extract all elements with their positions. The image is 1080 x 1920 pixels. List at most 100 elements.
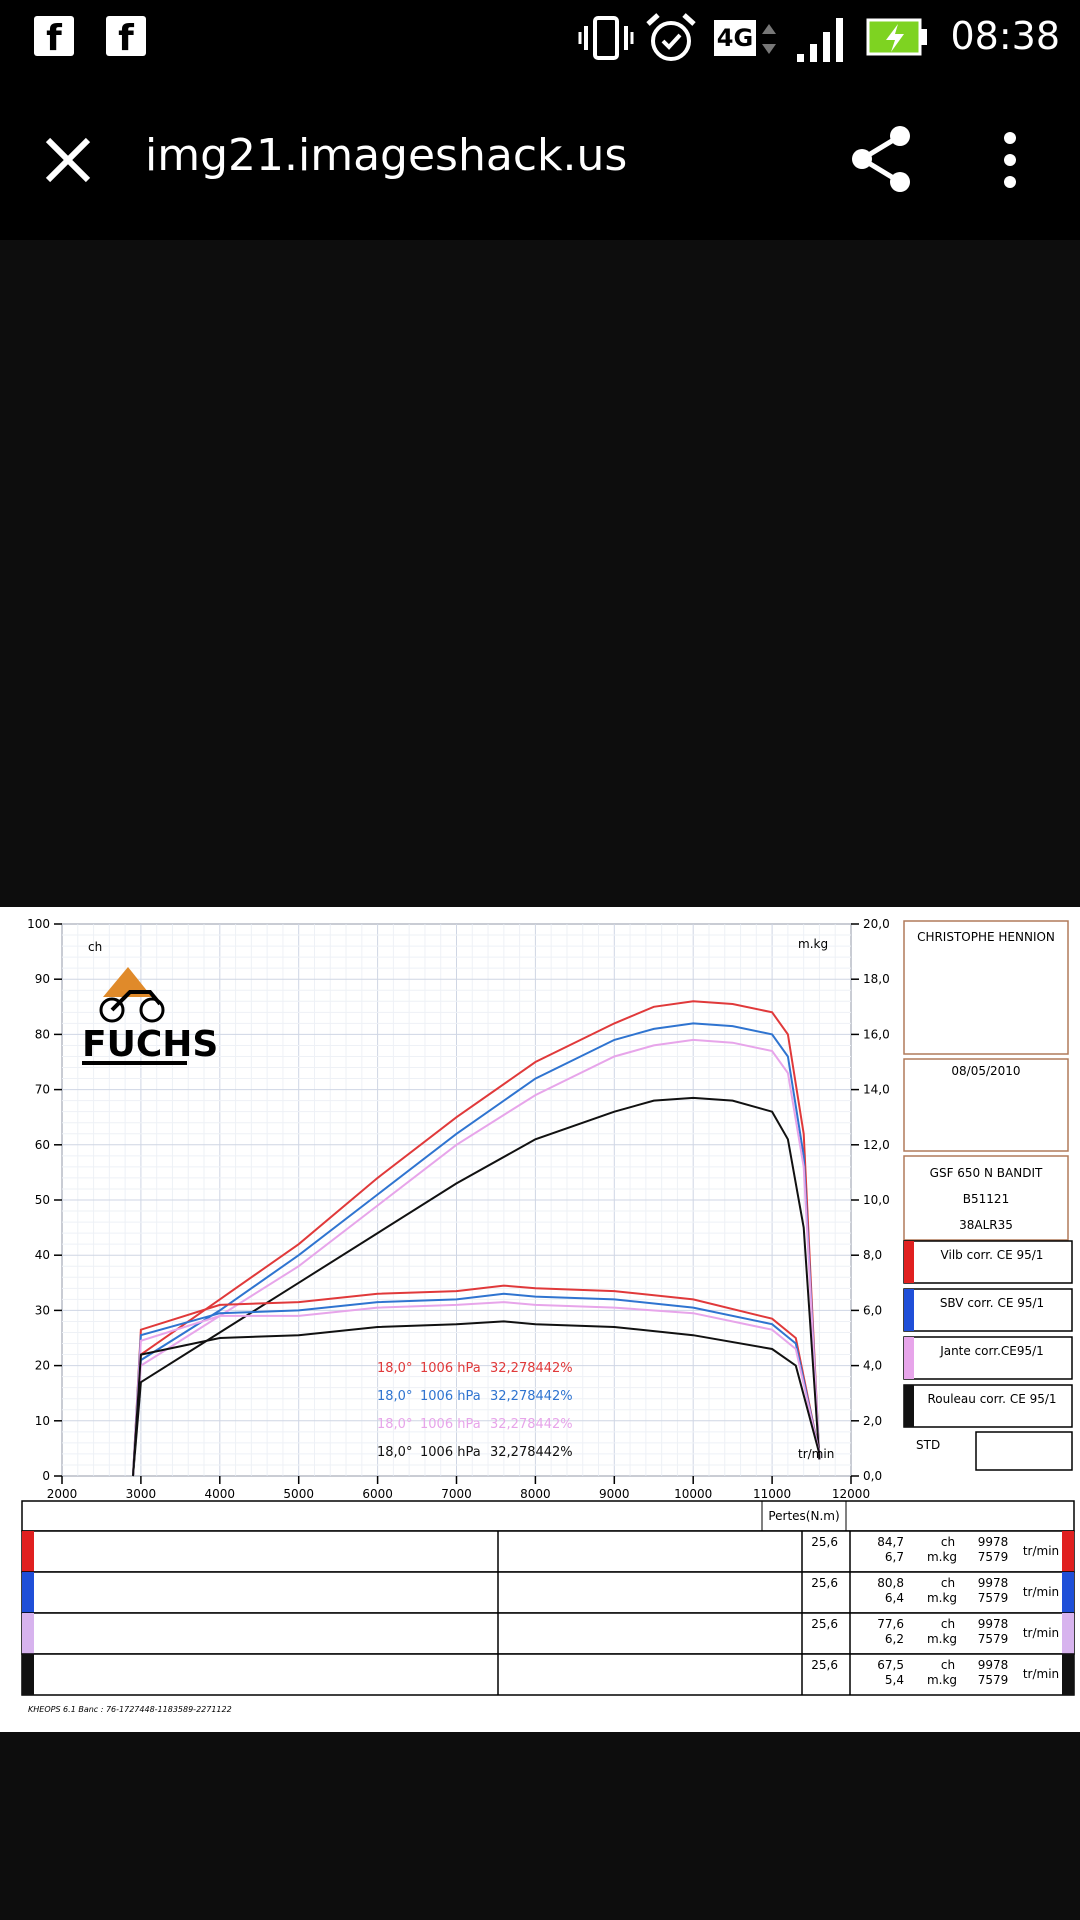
series-line-power xyxy=(132,1022,821,1477)
right-tick-label: 18,0 xyxy=(863,972,890,986)
right-tick-label: 10,0 xyxy=(863,1193,890,1207)
fuchs-logo: FUCHS xyxy=(82,967,218,1065)
right-tick-label: 20,0 xyxy=(863,917,890,931)
power-unit: ch xyxy=(941,1617,955,1631)
x-tick-label: 4000 xyxy=(205,1487,236,1501)
left-tick-label: 100 xyxy=(27,917,50,931)
condition-humidity: 32,278442% xyxy=(490,1361,573,1376)
x-tick-label: 8000 xyxy=(520,1487,551,1501)
legend-swatch xyxy=(904,1385,914,1427)
legend-box xyxy=(903,1336,1073,1380)
table-header-row xyxy=(21,1500,1075,1532)
torque-value: 5,4 xyxy=(885,1673,904,1687)
condition-pressure: 1006 hPa xyxy=(420,1361,481,1376)
x-axis-ticks: 2000 3000 4000 5000 6000 7000 8000 9000 10000 110… xyxy=(47,1476,870,1501)
rpm-unit: tr/min xyxy=(1023,1667,1059,1681)
right-tick-label: 16,0 xyxy=(863,1027,890,1041)
left-tick-label: 80 xyxy=(35,1027,50,1041)
conditions-block: 18,0° 1006 hPa 32,278442% 18,0° 1006 hPa 32,2… xyxy=(377,1361,573,1460)
torque-value: 6,7 xyxy=(885,1550,904,1564)
x-tick-label: 10000 xyxy=(674,1487,712,1501)
x-tick-label: 11000 xyxy=(753,1487,791,1501)
power-unit: ch xyxy=(941,1576,955,1590)
left-tick-label: 10 xyxy=(35,1414,50,1428)
left-tick-label: 90 xyxy=(35,972,50,986)
left-tick-label: 70 xyxy=(35,1083,50,1097)
test-date: 08/05/2010 xyxy=(951,1064,1020,1078)
left-axis-unit: ch xyxy=(88,940,102,954)
x-tick-label: 5000 xyxy=(283,1487,314,1501)
rpm-unit: tr/min xyxy=(1023,1544,1059,1558)
right-tick-label: 4,0 xyxy=(863,1359,882,1373)
rpm-torque: 7579 xyxy=(978,1632,1009,1646)
facebook-icon: f xyxy=(34,16,74,59)
left-tick-label: 30 xyxy=(35,1303,50,1317)
condition-humidity: 32,278442% xyxy=(490,1417,573,1432)
legend-swatch xyxy=(904,1289,914,1331)
right-tick-label: 6,0 xyxy=(863,1303,882,1317)
table-row-color-right xyxy=(1062,1654,1074,1695)
page-url-title: img21.imageshack.us xyxy=(145,130,628,181)
rpm-power: 9978 xyxy=(978,1535,1009,1549)
table-row-color-left xyxy=(22,1572,34,1613)
signal-icon xyxy=(797,18,843,62)
legend-label: Jante corr.CE95/1 xyxy=(939,1344,1044,1358)
legend-swatch xyxy=(904,1241,914,1283)
series-line-power xyxy=(132,1000,821,1477)
table-row xyxy=(21,1653,1075,1696)
table-row xyxy=(21,1612,1075,1655)
rpm-unit: tr/min xyxy=(1023,1626,1059,1640)
legend-box xyxy=(903,1240,1073,1284)
torque-unit: m.kg xyxy=(927,1550,957,1564)
condition-humidity: 32,278442% xyxy=(490,1445,573,1460)
rpm-torque: 7579 xyxy=(978,1550,1009,1564)
legend-label: Rouleau corr. CE 95/1 xyxy=(927,1392,1056,1406)
right-tick-label: 0,0 xyxy=(863,1469,882,1483)
power-value: 84,7 xyxy=(877,1535,904,1549)
more-vert-icon[interactable] xyxy=(990,130,1030,190)
close-icon[interactable] xyxy=(40,132,96,188)
series-group xyxy=(132,1000,821,1477)
dyno-chart-image[interactable]: 0 10 20 30 40 50 60 70 80 90 100 0,0 2,0 4,0 6,0 8,0 10… xyxy=(0,907,1080,1732)
vehicle-box xyxy=(903,1155,1069,1241)
table-header-pertes: Pertes(N.m) xyxy=(768,1509,839,1523)
table-row xyxy=(21,1571,1075,1614)
rpm-power: 9978 xyxy=(978,1617,1009,1631)
rpm-power: 9978 xyxy=(978,1576,1009,1590)
legend-label: SBV corr. CE 95/1 xyxy=(940,1296,1044,1310)
table-row-color-right xyxy=(1062,1572,1074,1613)
x-tick-label: 9000 xyxy=(599,1487,630,1501)
x-tick-label: 2000 xyxy=(47,1487,78,1501)
vibrate-icon xyxy=(578,16,634,60)
condition-pressure: 1006 hPa xyxy=(420,1389,481,1404)
pertes-value: 25,6 xyxy=(811,1658,838,1672)
share-icon[interactable] xyxy=(850,124,914,194)
right-tick-label: 14,0 xyxy=(863,1083,890,1097)
condition-temp: 18,0° xyxy=(377,1389,412,1404)
rpm-power: 9978 xyxy=(978,1658,1009,1672)
power-value: 77,6 xyxy=(877,1617,904,1631)
condition-temp: 18,0° xyxy=(377,1361,412,1376)
condition-pressure: 1006 hPa xyxy=(420,1417,481,1432)
x-tick-label: 7000 xyxy=(441,1487,472,1501)
x-axis-unit: tr/min xyxy=(798,1447,834,1461)
logo-text: FUCHS xyxy=(82,1024,218,1065)
table-row xyxy=(21,1530,1075,1573)
series-line-torque xyxy=(132,1320,821,1477)
table-row-color-left xyxy=(22,1531,34,1572)
image-viewer[interactable]: 0 10 20 30 40 50 60 70 80 90 100 0,0 2,0 4,0 6,0 8,0 10… xyxy=(0,240,1080,1920)
power-unit: ch xyxy=(941,1535,955,1549)
dyno-sheet: 0 10 20 30 40 50 60 70 80 90 100 0,0 2,0 4,0 6,0 8,0 10… xyxy=(21,917,1075,1714)
vehicle-model: GSF 650 N BANDIT xyxy=(930,1166,1043,1180)
footer-text: KHEOPS 6.1 Banc : 76-1727448-1183589-227… xyxy=(28,1705,232,1714)
status-clock: 08:38 xyxy=(950,14,1060,58)
x-tick-label: 6000 xyxy=(362,1487,393,1501)
condition-pressure: 1006 hPa xyxy=(420,1445,481,1460)
right-tick-label: 12,0 xyxy=(863,1138,890,1152)
vehicle-plate: 38ALR35 xyxy=(959,1218,1013,1232)
table-row-color-left xyxy=(22,1613,34,1654)
rpm-torque: 7579 xyxy=(978,1673,1009,1687)
left-tick-label: 20 xyxy=(35,1359,50,1373)
torque-unit: m.kg xyxy=(927,1632,957,1646)
left-tick-label: 50 xyxy=(35,1193,50,1207)
